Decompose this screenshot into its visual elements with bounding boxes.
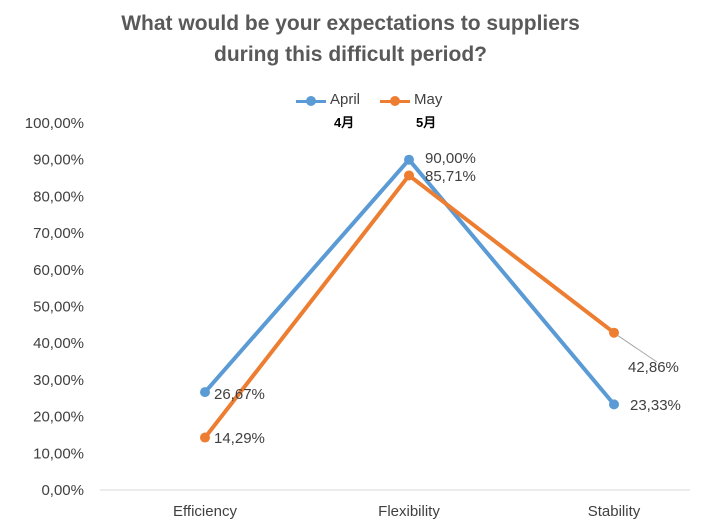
x-tick-label: Flexibility <box>378 503 440 520</box>
data-point-april <box>200 387 210 398</box>
data-point-april <box>404 154 414 165</box>
legend-sublabel-april: 4月 <box>334 115 355 130</box>
legend-label-april: April <box>330 91 361 108</box>
series-line-april <box>203 157 616 407</box>
chart-title-line-2: during this difficult period? <box>214 43 487 66</box>
data-label: 23,33% <box>630 397 681 414</box>
data-label: 85,71% <box>425 168 476 185</box>
y-tick-label: 40,00% <box>33 335 84 352</box>
series-line-may <box>203 173 616 440</box>
y-tick-label: 80,00% <box>33 188 84 205</box>
y-tick-label: 90,00% <box>33 152 84 169</box>
y-tick-label: 100,00% <box>25 115 84 132</box>
legend-sublabel-may: 5月 <box>416 115 437 130</box>
y-tick-label: 70,00% <box>33 225 84 242</box>
x-tick-label: Stability <box>588 503 641 520</box>
data-label: 14,29% <box>214 430 265 447</box>
x-tick-label: Efficiency <box>173 503 237 520</box>
data-label: 42,86% <box>628 359 679 376</box>
data-label: 26,67% <box>214 386 265 403</box>
legend-label-may: May <box>414 91 443 108</box>
y-tick-label: 0,00% <box>41 482 84 499</box>
y-tick-label: 30,00% <box>33 372 84 389</box>
data-label-leader-line <box>617 335 658 363</box>
y-tick-label: 10,00% <box>33 445 84 462</box>
y-tick-label: 20,00% <box>33 409 84 426</box>
legend-marker-may <box>390 96 400 106</box>
legend-marker-april <box>306 96 316 106</box>
y-tick-label: 50,00% <box>33 299 84 316</box>
data-point-april <box>609 399 619 410</box>
data-point-may <box>609 327 619 338</box>
data-point-may <box>200 432 210 443</box>
data-point-may <box>404 170 414 181</box>
chart-legend: April 4月 May 5月 <box>0 90 701 130</box>
y-tick-label: 60,00% <box>33 262 84 279</box>
data-label: 90,00% <box>425 150 476 167</box>
chart-title-line-1: What would be your expectations to suppl… <box>121 12 580 35</box>
